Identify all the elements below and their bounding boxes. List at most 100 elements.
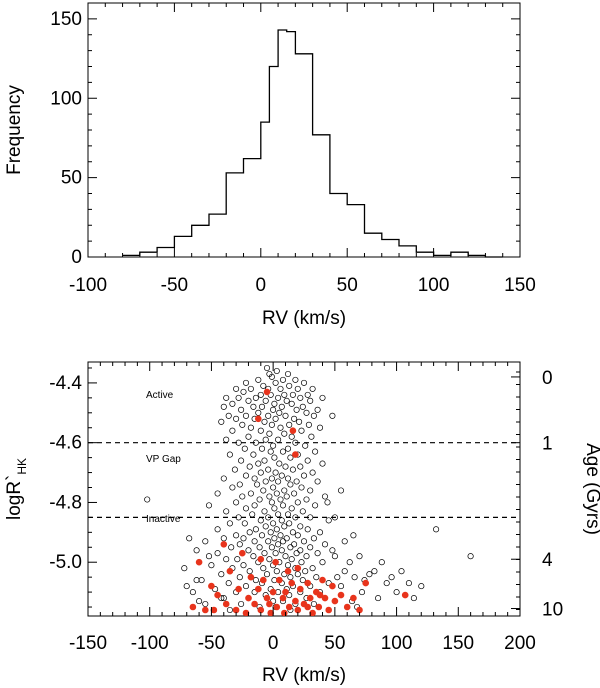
star-point (310, 412, 317, 419)
star-point (279, 376, 287, 383)
star-point (273, 526, 280, 533)
star-point (251, 502, 258, 509)
star-point (223, 436, 230, 443)
star-point (270, 520, 277, 527)
star-point (337, 583, 345, 590)
star-point (240, 562, 247, 569)
highlighted-star-point (267, 609, 274, 616)
highlighted-star-point (306, 594, 314, 602)
activity-region-label: Active (146, 390, 174, 401)
star-point (293, 478, 300, 485)
activity-region-label: Inactive (146, 514, 181, 525)
star-point (305, 421, 312, 428)
star-point (289, 466, 296, 473)
star-point (220, 403, 227, 410)
star-point (329, 547, 336, 554)
star-point (144, 496, 151, 503)
star-point (312, 502, 319, 509)
star-point (271, 505, 278, 512)
x-tick-label: 50 (337, 275, 358, 296)
star-point (467, 553, 474, 560)
x-tick-label: -50 (198, 633, 225, 654)
star-point (256, 544, 263, 551)
highlighted-star-point (292, 597, 299, 605)
highlighted-star-point (245, 594, 252, 602)
log-rhk-subscript: HK (15, 458, 29, 475)
star-point (325, 517, 332, 524)
y-tick-label: -5.0 (49, 552, 82, 573)
age-tick-label: 1 (542, 434, 553, 455)
x-tick-label: 150 (442, 633, 474, 654)
star-point (287, 544, 294, 551)
star-point (268, 544, 275, 551)
star-point (268, 475, 275, 482)
star-point (278, 472, 285, 479)
star-point (229, 427, 236, 434)
highlighted-star-point (269, 588, 277, 596)
star-point (296, 418, 303, 425)
highlighted-star-point (235, 585, 242, 593)
star-point (299, 577, 306, 584)
highlighted-star-point (331, 597, 339, 605)
star-point (300, 379, 308, 386)
star-point (247, 424, 254, 431)
y-tick-label: -4.8 (49, 492, 82, 513)
highlighted-star-point (251, 600, 258, 608)
star-point (300, 472, 308, 479)
highlighted-star-point (189, 603, 197, 611)
star-point (261, 418, 268, 425)
star-point (277, 385, 284, 392)
highlighted-star-point (263, 594, 271, 602)
highlighted-star-point (297, 585, 304, 593)
star-point (341, 538, 348, 545)
star-point (293, 406, 300, 413)
star-point (242, 583, 250, 590)
star-point (262, 523, 269, 530)
age-tick-label: 10 (542, 600, 563, 621)
star-point (281, 523, 288, 530)
star-point (313, 574, 320, 581)
star-point (329, 412, 336, 419)
star-point (366, 571, 373, 578)
star-point (303, 409, 310, 416)
star-point (236, 574, 243, 581)
scatter-y-tick-labels: -4.4 -4.6 -4.8 -5.0 (49, 373, 82, 573)
histogram-y-axis-label: Frequency (4, 85, 25, 175)
highlighted-star-point (232, 606, 240, 614)
star-point (245, 547, 252, 554)
x-tick-label: -100 (69, 275, 107, 296)
highlighted-star-point (294, 564, 302, 572)
star-point (256, 496, 263, 503)
star-point (292, 376, 299, 383)
activity-region-label: VP Gap (146, 454, 181, 465)
star-point (238, 600, 245, 608)
histogram-y-tick-labels: 0 50 100 150 (50, 9, 82, 268)
star-point (265, 412, 272, 419)
highlighted-star-point (362, 579, 370, 587)
highlighted-star-point (254, 585, 262, 593)
star-point (279, 502, 287, 509)
star-point (235, 394, 242, 401)
star-point (299, 508, 306, 515)
star-point (283, 397, 290, 404)
star-point (214, 490, 221, 497)
highlighted-star-point (304, 579, 312, 587)
star-point (281, 487, 288, 494)
star-point (260, 565, 267, 572)
star-point (282, 463, 289, 470)
star-point (186, 535, 193, 542)
star-point (294, 532, 301, 539)
scatter-ticks (87, 362, 521, 616)
scatter-y-axis-label: logR`HK (4, 458, 29, 520)
star-point (277, 532, 284, 539)
highlighted-star-point (260, 576, 267, 584)
star-point (223, 394, 230, 401)
star-point (263, 364, 271, 372)
highlighted-star-point (222, 600, 230, 608)
star-point (271, 454, 278, 461)
star-point (316, 424, 324, 431)
highlighted-star-point (257, 606, 265, 614)
star-point (189, 589, 196, 596)
star-point (247, 490, 254, 497)
